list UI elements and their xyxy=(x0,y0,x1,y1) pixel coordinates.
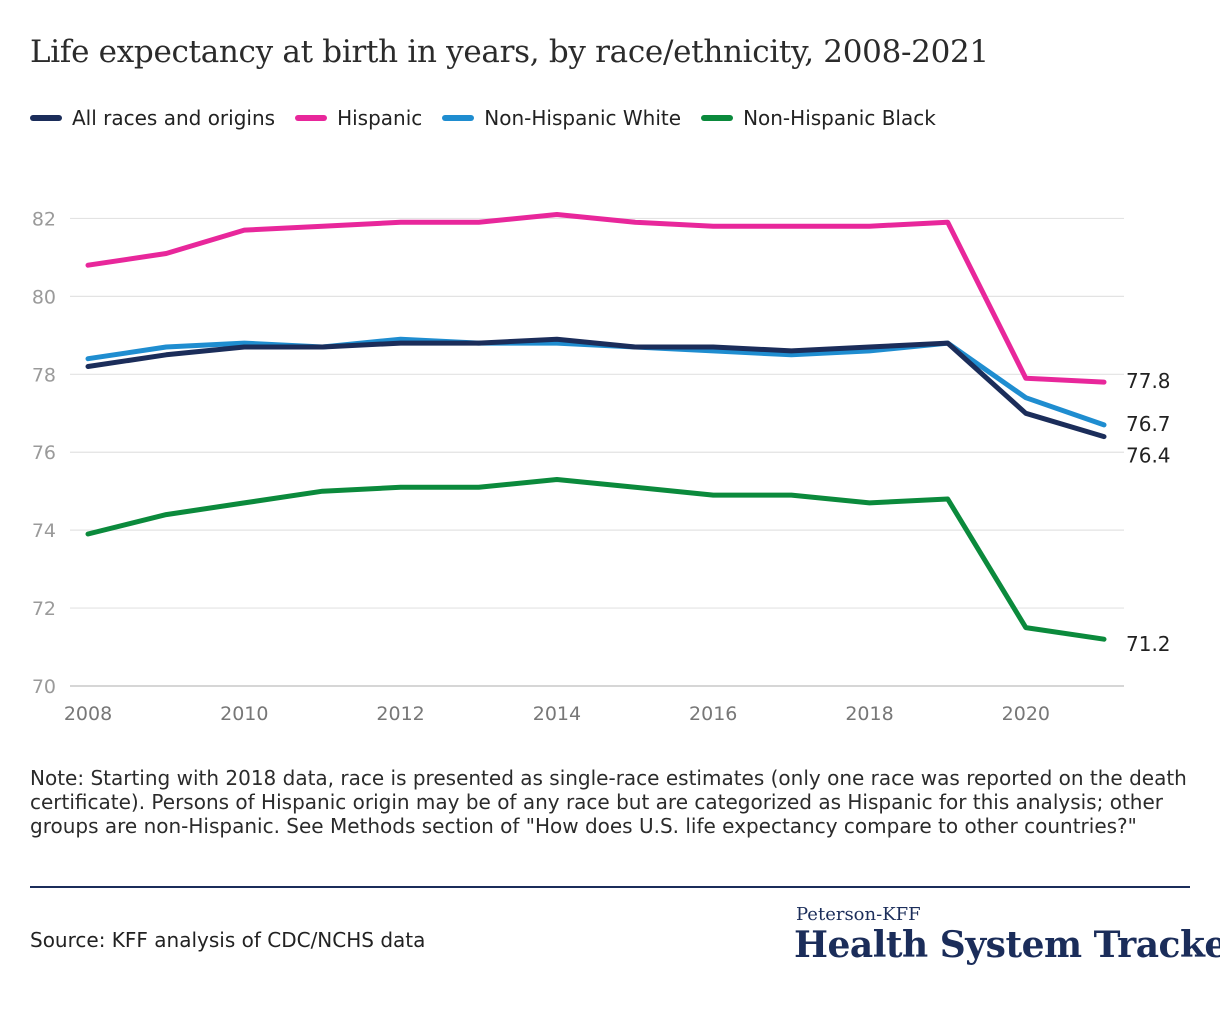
x-tick-label: 2012 xyxy=(376,703,424,725)
y-tick-label: 72 xyxy=(32,598,56,620)
legend-label: Hispanic xyxy=(337,106,423,130)
legend-swatch xyxy=(295,115,328,121)
x-tick-label: 2010 xyxy=(220,703,268,725)
y-tick-label: 70 xyxy=(32,676,56,698)
legend-swatch xyxy=(30,115,62,121)
brand-subtitle: Peterson-KFF xyxy=(796,904,921,925)
legend-item: Non-Hispanic Black xyxy=(701,106,936,130)
x-tick-label: 2014 xyxy=(533,703,581,725)
x-tick-label: 2016 xyxy=(689,703,737,725)
y-tick-label: 74 xyxy=(32,520,56,542)
y-tick-label: 80 xyxy=(32,286,56,308)
y-tick-label: 76 xyxy=(32,442,56,464)
legend-item: All races and origins xyxy=(30,106,275,130)
brand-logo: Health System Tracker xyxy=(794,924,1220,966)
end-value-label: 76.7 xyxy=(1126,412,1171,436)
series-line xyxy=(85,336,1107,440)
chart-legend: All races and origins Hispanic Non-Hispani… xyxy=(30,106,956,130)
footer-divider xyxy=(30,886,1190,888)
end-value-label: 71.2 xyxy=(1126,632,1171,656)
chart-title: Life expectancy at birth in years, by ra… xyxy=(30,34,989,70)
series-line xyxy=(85,212,1107,385)
end-value-label: 77.8 xyxy=(1126,369,1171,393)
legend-label: Non-Hispanic White xyxy=(484,106,682,130)
x-tick-label: 2020 xyxy=(1002,703,1050,725)
y-tick-label: 82 xyxy=(32,208,56,230)
x-tick-label: 2008 xyxy=(64,703,112,725)
y-tick-label: 78 xyxy=(32,364,56,386)
line-chart: 70 72 74 76 78 80 82 2008 2010 2012 2014 2016 2018 20… xyxy=(32,208,1171,725)
source-text: Source: KFF analysis of CDC/NCHS data xyxy=(30,928,426,952)
x-tick-label: 2018 xyxy=(845,703,893,725)
chart-note: Note: Starting with 2018 data, race is p… xyxy=(30,766,1187,838)
series-line xyxy=(85,477,1107,642)
legend-swatch xyxy=(701,115,734,121)
legend-label: Non-Hispanic Black xyxy=(743,106,936,130)
legend-item: Hispanic xyxy=(295,106,422,130)
series-line xyxy=(85,336,1107,428)
legend-item: Non-Hispanic White xyxy=(442,106,681,130)
legend-swatch xyxy=(442,115,475,121)
legend-label: All races and origins xyxy=(72,106,276,130)
end-value-label: 76.4 xyxy=(1126,444,1171,468)
